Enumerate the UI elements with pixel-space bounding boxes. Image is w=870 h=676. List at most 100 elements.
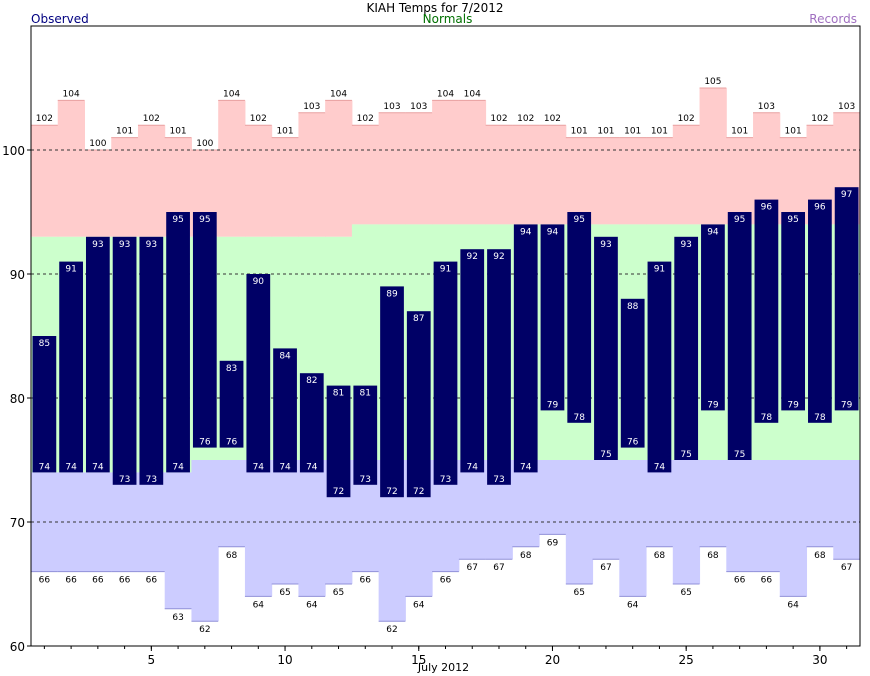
observed-low-label: 76 (226, 438, 238, 448)
record-high-band (619, 137, 647, 225)
observed-high-label: 82 (306, 376, 317, 386)
observed-low-label: 72 (413, 487, 424, 497)
record-low-band (726, 460, 754, 572)
legend-normals: Normals (422, 12, 473, 26)
observed-bar (219, 360, 244, 448)
record-high-label: 101 (731, 127, 748, 137)
observed-high-label: 91 (65, 265, 76, 275)
observed-low-label: 75 (680, 450, 691, 460)
observed-low-label: 78 (814, 413, 826, 423)
record-high-band (298, 112, 326, 237)
record-low-band (164, 472, 192, 609)
x-tick-label: 20 (545, 653, 560, 667)
observed-bar (808, 199, 832, 423)
observed-low-label: 73 (119, 475, 130, 485)
record-high-band (405, 112, 433, 225)
record-low-label: 68 (226, 551, 238, 561)
observed-high-label: 92 (467, 252, 478, 262)
observed-low-label: 78 (761, 413, 773, 423)
observed-low-label: 74 (467, 462, 479, 472)
record-high-label: 101 (276, 127, 293, 137)
record-high-label: 102 (357, 114, 374, 124)
observed-low-label: 74 (253, 462, 265, 472)
observed-bar (326, 385, 351, 498)
observed-low-label: 79 (787, 400, 799, 410)
record-low-label: 66 (119, 576, 131, 586)
observed-high-label: 93 (146, 240, 157, 250)
record-high-band (271, 137, 299, 237)
record-high-label: 104 (223, 89, 240, 99)
record-high-label: 101 (169, 127, 186, 137)
record-high-label: 103 (383, 102, 400, 112)
observed-low-label: 76 (627, 438, 639, 448)
record-high-label: 102 (811, 114, 828, 124)
record-high-label: 104 (330, 89, 347, 99)
record-high-label: 104 (63, 89, 80, 99)
observed-bar (433, 261, 458, 485)
record-low-label: 67 (841, 563, 852, 573)
record-low-label: 66 (360, 576, 372, 586)
record-high-band (592, 137, 620, 225)
record-low-label: 64 (253, 600, 265, 610)
record-low-label: 65 (573, 588, 584, 598)
record-low-band (539, 460, 567, 535)
record-low-band (244, 460, 273, 597)
observed-bar (32, 336, 57, 473)
record-low-label: 66 (65, 576, 77, 586)
chart-title: KIAH Temps for 7/2012 (366, 1, 504, 15)
record-low-band (458, 460, 487, 560)
observed-bar (380, 286, 404, 498)
observed-bar (85, 236, 110, 473)
observed-bar (594, 236, 618, 460)
legend-records: Records (809, 12, 857, 26)
observed-low-label: 79 (841, 400, 853, 410)
record-high-label: 101 (116, 127, 133, 137)
observed-low-label: 74 (65, 462, 77, 472)
observed-bar (166, 212, 190, 473)
observed-low-label: 74 (92, 462, 104, 472)
observed-high-label: 93 (600, 240, 611, 250)
record-low-label: 63 (172, 613, 183, 623)
record-low-label: 66 (761, 576, 773, 586)
y-tick-label: 60 (10, 640, 25, 654)
record-high-label: 103 (303, 102, 320, 112)
record-low-band (699, 460, 727, 547)
record-low-label: 62 (386, 625, 397, 635)
record-high-label: 101 (651, 127, 668, 137)
observed-low-label: 72 (386, 487, 397, 497)
observed-bar (273, 348, 297, 473)
record-low-label: 64 (306, 600, 318, 610)
observed-bar (674, 236, 699, 460)
observed-bar (781, 212, 806, 411)
record-low-label: 62 (199, 625, 210, 635)
record-high-band (565, 137, 594, 225)
record-high-band (512, 125, 540, 225)
record-high-band (726, 137, 754, 225)
record-low-band (512, 460, 540, 547)
observed-bar (727, 212, 752, 460)
observed-low-label: 72 (333, 487, 344, 497)
observed-bar (540, 224, 565, 411)
observed-low-label: 74 (39, 462, 51, 472)
record-low-label: 67 (600, 563, 611, 573)
observed-low-label: 78 (573, 413, 585, 423)
observed-bar (192, 212, 217, 448)
y-tick-label: 80 (10, 392, 25, 406)
record-low-label: 66 (440, 576, 452, 586)
observed-bar (460, 249, 485, 473)
legend-observed: Observed (31, 12, 89, 26)
record-high-band (699, 88, 727, 225)
observed-bar (620, 298, 645, 448)
observed-bar (353, 385, 378, 485)
record-low-band (619, 460, 647, 597)
record-high-band (779, 137, 808, 225)
record-high-label: 102 (250, 114, 267, 124)
observed-bar (299, 373, 324, 473)
record-high-label: 102 (36, 114, 53, 124)
observed-high-label: 83 (226, 364, 237, 374)
record-high-label: 102 (143, 114, 160, 124)
record-high-band (351, 125, 380, 225)
observed-high-label: 89 (386, 289, 398, 299)
record-low-label: 68 (814, 551, 826, 561)
record-low-label: 64 (627, 600, 639, 610)
